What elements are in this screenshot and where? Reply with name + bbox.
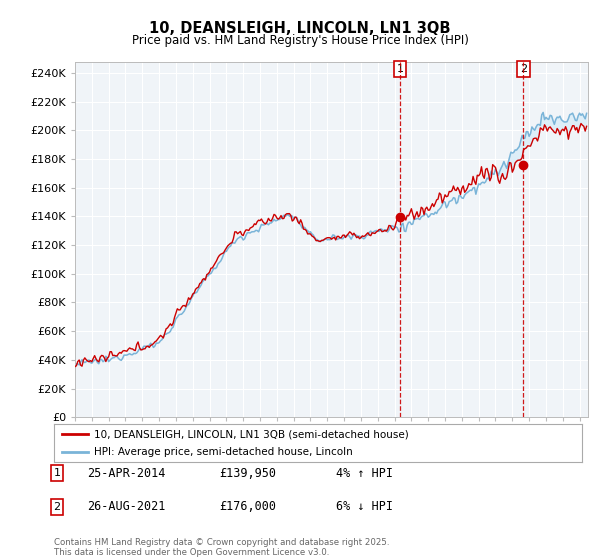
Text: £139,950: £139,950 [219, 466, 276, 480]
Text: 10, DEANSLEIGH, LINCOLN, LN1 3QB (semi-detached house): 10, DEANSLEIGH, LINCOLN, LN1 3QB (semi-d… [94, 429, 409, 439]
Text: 26-AUG-2021: 26-AUG-2021 [87, 500, 166, 514]
Text: £176,000: £176,000 [219, 500, 276, 514]
Text: 10, DEANSLEIGH, LINCOLN, LN1 3QB: 10, DEANSLEIGH, LINCOLN, LN1 3QB [149, 21, 451, 36]
Text: Contains HM Land Registry data © Crown copyright and database right 2025.
This d: Contains HM Land Registry data © Crown c… [54, 538, 389, 557]
Text: 4% ↑ HPI: 4% ↑ HPI [336, 466, 393, 480]
Text: 1: 1 [397, 64, 403, 74]
Text: 2: 2 [53, 502, 61, 512]
Text: 6% ↓ HPI: 6% ↓ HPI [336, 500, 393, 514]
Text: Price paid vs. HM Land Registry's House Price Index (HPI): Price paid vs. HM Land Registry's House … [131, 34, 469, 47]
Text: 2: 2 [520, 64, 527, 74]
Text: 1: 1 [53, 468, 61, 478]
Text: 25-APR-2014: 25-APR-2014 [87, 466, 166, 480]
Text: HPI: Average price, semi-detached house, Lincoln: HPI: Average price, semi-detached house,… [94, 447, 352, 457]
